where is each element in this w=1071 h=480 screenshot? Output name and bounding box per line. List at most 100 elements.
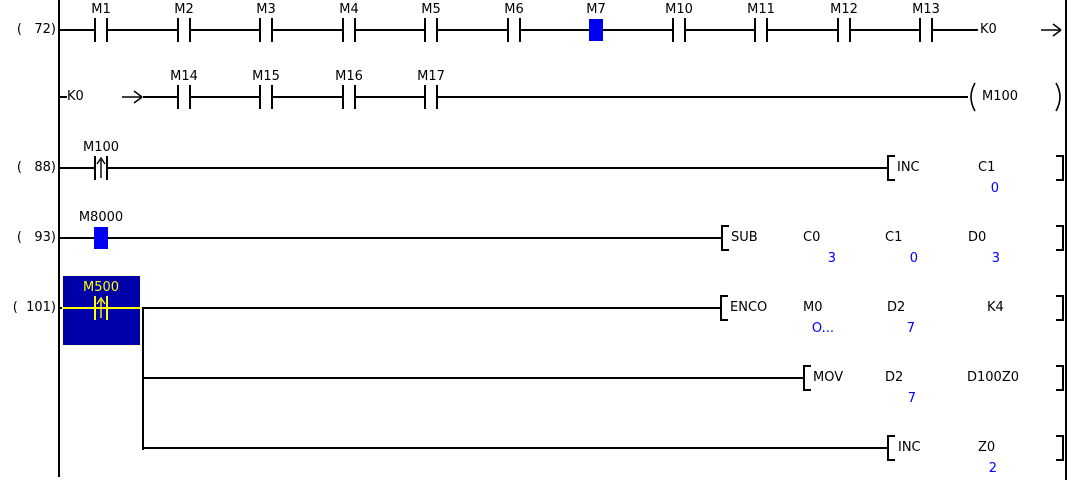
cursor-cell[interactable]: M500 bbox=[62, 275, 141, 346]
jump-target-label: K0 bbox=[980, 22, 997, 37]
contact-m14[interactable] bbox=[189, 85, 191, 109]
wire-h bbox=[142, 307, 721, 309]
coil-paren-open-icon bbox=[966, 81, 978, 113]
wire-gap bbox=[426, 29, 436, 31]
contact-m12[interactable] bbox=[837, 18, 839, 42]
contact-m2[interactable] bbox=[177, 18, 179, 42]
instruction-mnemonic-sub[interactable]: SUB bbox=[731, 230, 758, 245]
instruction-bracket-open bbox=[721, 225, 729, 251]
contact-m3[interactable] bbox=[259, 18, 261, 42]
wire-gap bbox=[261, 96, 271, 98]
operand-c1[interactable]: C1 bbox=[885, 230, 903, 245]
operand-c1[interactable]: C1 bbox=[978, 160, 996, 175]
wire-h bbox=[142, 447, 888, 449]
contact-m12[interactable] bbox=[849, 18, 851, 42]
rising-edge-arrow-icon bbox=[96, 155, 106, 181]
contact-m100[interactable] bbox=[94, 156, 96, 180]
operand-d2[interactable]: D2 bbox=[887, 300, 906, 315]
contact-m15[interactable] bbox=[271, 85, 273, 109]
step-number: ( 93) bbox=[16, 230, 56, 245]
jump-source-label: K0 bbox=[67, 89, 84, 104]
operand-k4[interactable]: K4 bbox=[987, 300, 1004, 315]
instruction-bracket-close bbox=[1056, 365, 1064, 391]
contact-m4[interactable] bbox=[342, 18, 344, 42]
wire-gap bbox=[96, 29, 106, 31]
step-number: ( 72) bbox=[16, 22, 56, 37]
wire-gap bbox=[344, 29, 354, 31]
operand-z0[interactable]: Z0 bbox=[978, 440, 996, 455]
contact-m100-label: M100 bbox=[82, 140, 120, 155]
contact-m16[interactable] bbox=[354, 85, 356, 109]
contact-m100[interactable] bbox=[106, 156, 108, 180]
operand-d2[interactable]: D2 bbox=[885, 370, 904, 385]
wire-gap bbox=[179, 96, 189, 98]
jump-out-arrow-icon bbox=[1040, 22, 1064, 38]
instruction-bracket-open bbox=[887, 435, 895, 461]
operand-d100z0[interactable]: D100Z0 bbox=[967, 370, 1019, 385]
contact-m14-label: M14 bbox=[170, 69, 198, 84]
right-power-rail bbox=[1065, 0, 1067, 480]
wire-gap bbox=[509, 29, 519, 31]
contact-m17[interactable] bbox=[424, 85, 426, 109]
contact-m5[interactable] bbox=[436, 18, 438, 42]
instruction-mnemonic-inc[interactable]: INC bbox=[897, 160, 920, 175]
coil-m100[interactable]: M100 bbox=[982, 89, 1019, 104]
contact-m4[interactable] bbox=[354, 18, 356, 42]
wire-h bbox=[58, 96, 67, 98]
contact-m12-label: M12 bbox=[830, 2, 858, 17]
contact-m11[interactable] bbox=[754, 18, 756, 42]
monitor-value: 0 bbox=[990, 181, 999, 196]
contact-m11[interactable] bbox=[766, 18, 768, 42]
wire-h bbox=[58, 237, 722, 239]
instruction-mnemonic-enco[interactable]: ENCO bbox=[730, 300, 768, 315]
wire-gap bbox=[674, 29, 684, 31]
monitor-value: 7 bbox=[907, 391, 916, 406]
contact-m2[interactable] bbox=[189, 18, 191, 42]
contact-m15[interactable] bbox=[259, 85, 261, 109]
contact-m1[interactable] bbox=[94, 18, 96, 42]
wire-gap bbox=[344, 96, 354, 98]
operand-m0[interactable]: M0 bbox=[803, 300, 823, 315]
contact-m1[interactable] bbox=[106, 18, 108, 42]
contact-m3-label: M3 bbox=[256, 2, 276, 17]
monitor-value: 2 bbox=[988, 461, 997, 476]
instruction-bracket-open bbox=[720, 295, 728, 321]
rising-edge-arrow-icon bbox=[96, 295, 106, 321]
contact-m10[interactable] bbox=[672, 18, 674, 42]
instruction-bracket-close bbox=[1056, 155, 1064, 181]
step-number: ( 88) bbox=[16, 160, 56, 175]
monitor-value: O... bbox=[811, 321, 834, 336]
contact-m10-label: M10 bbox=[665, 2, 693, 17]
contact-m14[interactable] bbox=[177, 85, 179, 109]
contact-m10[interactable] bbox=[684, 18, 686, 42]
contact-m8000-label: M8000 bbox=[78, 210, 124, 225]
wire-gap bbox=[921, 29, 931, 31]
contact-m8000-energized-block[interactable] bbox=[94, 227, 108, 249]
operand-d0[interactable]: D0 bbox=[968, 230, 987, 245]
contact-m7-energized-block[interactable] bbox=[589, 19, 603, 41]
wire-gap bbox=[179, 29, 189, 31]
contact-m11-label: M11 bbox=[747, 2, 775, 17]
instruction-mnemonic-mov[interactable]: MOV bbox=[813, 370, 844, 385]
contact-m2-label: M2 bbox=[174, 2, 194, 17]
operand-c0[interactable]: C0 bbox=[803, 230, 821, 245]
contact-m6[interactable] bbox=[507, 18, 509, 42]
contact-m13[interactable] bbox=[931, 18, 933, 42]
monitor-value: 7 bbox=[906, 321, 915, 336]
wire-gap bbox=[839, 29, 849, 31]
coil-paren-close-icon bbox=[1053, 81, 1065, 113]
instruction-bracket-open bbox=[803, 365, 811, 391]
monitor-value: 0 bbox=[909, 251, 918, 266]
contact-m16[interactable] bbox=[342, 85, 344, 109]
contact-m1-label: M1 bbox=[91, 2, 111, 17]
contact-m6[interactable] bbox=[519, 18, 521, 42]
contact-m3[interactable] bbox=[271, 18, 273, 42]
instruction-mnemonic-inc[interactable]: INC bbox=[898, 440, 921, 455]
contact-m13[interactable] bbox=[919, 18, 921, 42]
contact-m17[interactable] bbox=[436, 85, 438, 109]
instruction-bracket-open bbox=[887, 155, 895, 181]
contact-m17-label: M17 bbox=[417, 69, 445, 84]
contact-m5-label: M5 bbox=[421, 2, 441, 17]
contact-m500-label: M500 bbox=[82, 280, 120, 295]
contact-m5[interactable] bbox=[424, 18, 426, 42]
